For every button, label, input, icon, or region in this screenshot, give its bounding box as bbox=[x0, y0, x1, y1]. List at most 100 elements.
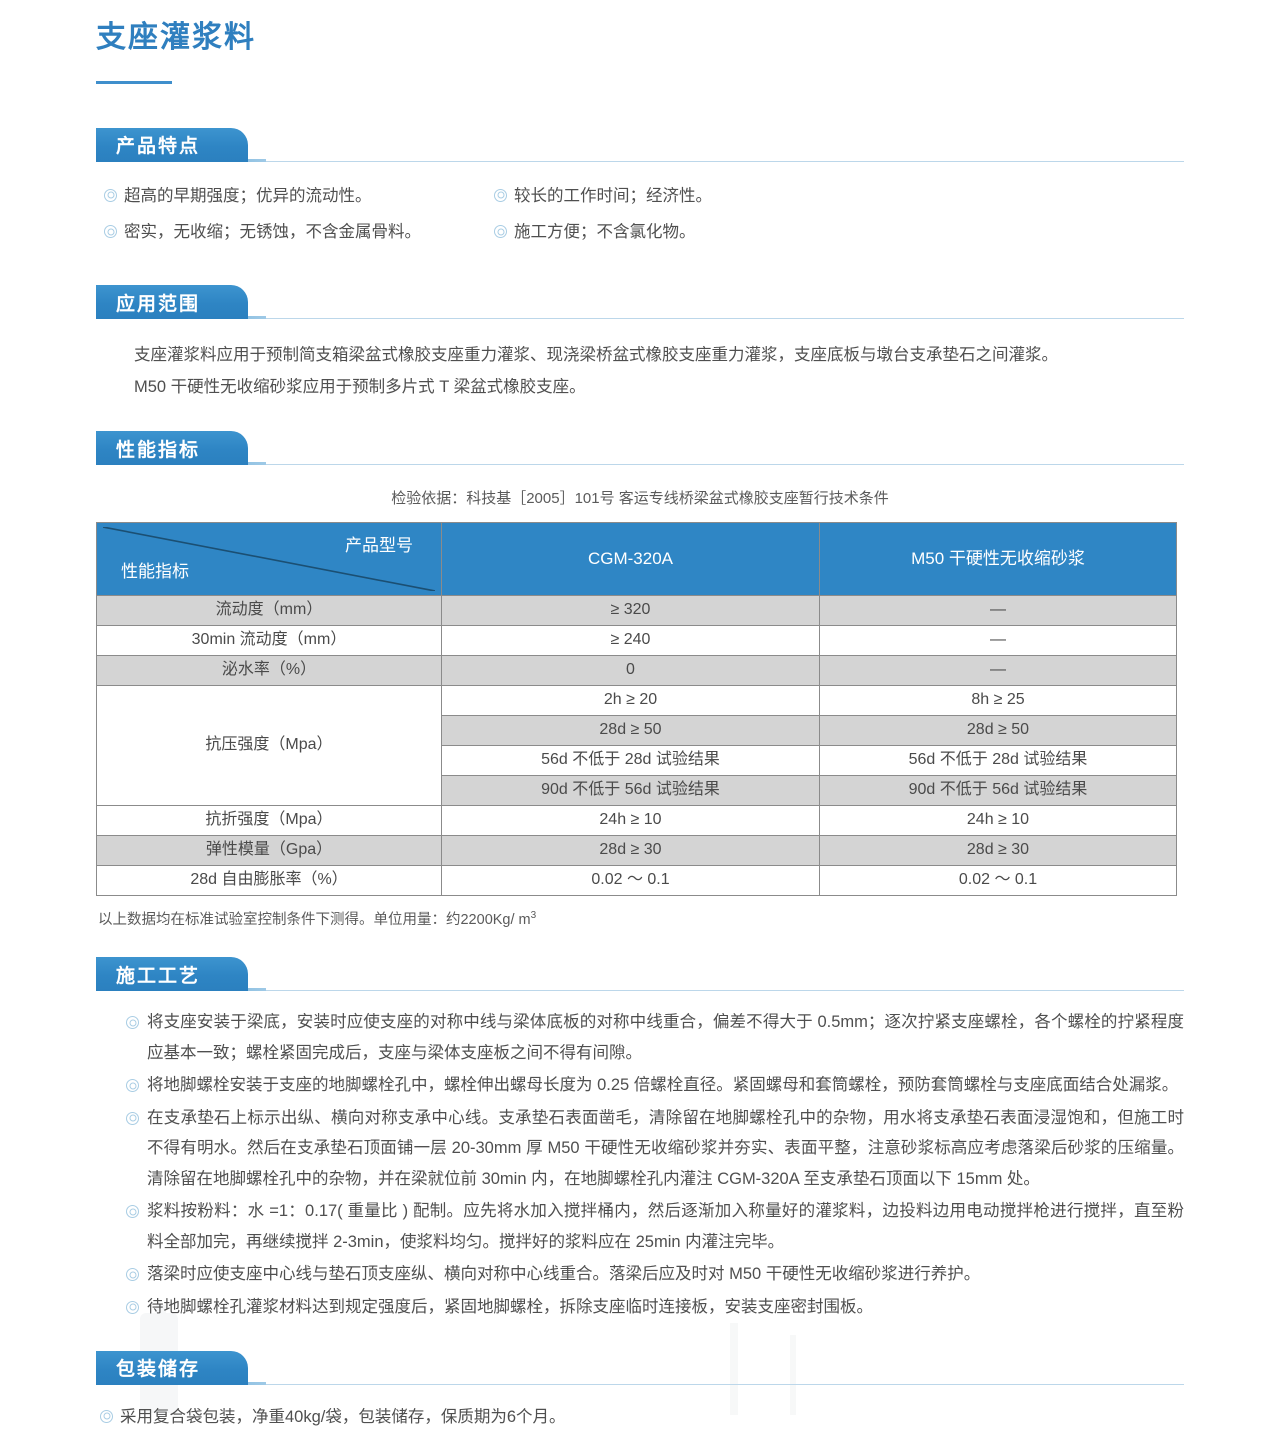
table-basis-caption: 检验依据：科技基［2005］101号 客运专线桥梁盆式橡胶支座暂行技术条件 bbox=[96, 465, 1184, 522]
list-item: 浆料按粉料：水 =1：0.17( 重量比 ) 配制。应先将水加入搅拌桶内，然后逐… bbox=[96, 1196, 1184, 1257]
section-header-packaging: 包装储存 bbox=[96, 1351, 1184, 1385]
feature-text: 施工方便；不含氯化物。 bbox=[514, 220, 696, 245]
section-features: 产品特点 超高的早期强度；优异的流动性。 较长的工作时间；经济性。 密实，无收缩… bbox=[96, 128, 1184, 246]
scope-paragraph: M50 干硬性无收缩砂浆应用于预制多片式 T 梁盆式橡胶支座。 bbox=[134, 371, 1184, 403]
section-packaging: 包装储存 采用复合袋包装，净重40kg/袋，包装储存，保质期为6个月。 bbox=[96, 1351, 1184, 1429]
list-item: 采用复合袋包装，净重40kg/袋，包装储存，保质期为6个月。 bbox=[96, 1385, 1184, 1429]
table-row: 28d 自由膨胀率（%） 0.02 ～ 0.1 0.02 ～ 0.1 bbox=[97, 866, 1177, 896]
table-row: 抗压强度（Mpa） 2h ≥ 20 8h ≥ 25 bbox=[97, 686, 1177, 716]
row-value-m50: 24h ≥ 10 bbox=[820, 806, 1177, 836]
table-footnote-text: 以上数据均在标准试验室控制条件下测得。单位用量：约2200Kg/ m bbox=[98, 912, 531, 928]
ring-bullet-icon bbox=[126, 1112, 139, 1125]
row-label: 28d 自由膨胀率（%） bbox=[97, 866, 442, 896]
feature-text: 密实，无收缩；无锈蚀，不含金属骨料。 bbox=[124, 220, 421, 245]
row-value-m50: — bbox=[820, 626, 1177, 656]
section-header-scope: 应用范围 bbox=[96, 285, 1184, 319]
step-text: 浆料按粉料：水 =1：0.17( 重量比 ) 配制。应先将水加入搅拌桶内，然后逐… bbox=[147, 1196, 1184, 1257]
step-text: 将支座安装于梁底，安装时应使支座的对称中线与梁体底板的对称中线重合，偏差不得大于… bbox=[147, 1007, 1184, 1068]
row-value-m50: 8h ≥ 25 bbox=[820, 686, 1177, 716]
list-item: 落梁时应使支座中心线与垫石顶支座纵、横向对称中心线重合。落梁后应及时对 M50 … bbox=[96, 1259, 1184, 1290]
scope-paragraph: 支座灌浆料应用于预制简支箱梁盆式橡胶支座重力灌浆、现浇梁桥盆式橡胶支座重力灌浆，… bbox=[134, 339, 1184, 371]
step-text: 落梁时应使支座中心线与垫石顶支座纵、横向对称中心线重合。落梁后应及时对 M50 … bbox=[147, 1259, 1184, 1290]
row-value-cgm: ≥ 320 bbox=[442, 596, 820, 626]
table-row: 弹性模量（Gpa） 28d ≥ 30 28d ≥ 30 bbox=[97, 836, 1177, 866]
scope-paragraphs: 支座灌浆料应用于预制简支箱梁盆式橡胶支座重力灌浆、现浇梁桥盆式橡胶支座重力灌浆，… bbox=[96, 319, 1184, 403]
section-tab-features: 产品特点 bbox=[96, 128, 248, 162]
table-row: 30min 流动度（mm） ≥ 240 — bbox=[97, 626, 1177, 656]
row-value-cgm: 24h ≥ 10 bbox=[442, 806, 820, 836]
ring-bullet-icon bbox=[104, 225, 117, 238]
row-value-cgm: 0 bbox=[442, 656, 820, 686]
row-value-m50: 90d 不低于 56d 试验结果 bbox=[820, 776, 1177, 806]
step-text: 在支承垫石上标示出纵、横向对称支承中心线。支承垫石表面凿毛，清除留在地脚螺栓孔中… bbox=[147, 1103, 1184, 1195]
ring-bullet-icon bbox=[494, 189, 507, 202]
ring-bullet-icon bbox=[104, 189, 117, 202]
row-value-cgm: ≥ 240 bbox=[442, 626, 820, 656]
performance-table: 产品型号 性能指标 CGM-320A M50 干硬性无收缩砂浆 流动度（mm） … bbox=[96, 522, 1177, 896]
ring-bullet-icon bbox=[126, 1079, 139, 1092]
table-row: 抗折强度（Mpa） 24h ≥ 10 24h ≥ 10 bbox=[97, 806, 1177, 836]
step-text: 待地脚螺栓孔灌浆材料达到规定强度后，紧固地脚螺栓，拆除支座临时连接板，安装支座密… bbox=[147, 1292, 1184, 1323]
section-scope: 应用范围 支座灌浆料应用于预制简支箱梁盆式橡胶支座重力灌浆、现浇梁桥盆式橡胶支座… bbox=[96, 285, 1184, 403]
feature-list: 超高的早期强度；优异的流动性。 较长的工作时间；经济性。 密实，无收缩；无锈蚀，… bbox=[96, 162, 1184, 246]
section-tab-scope: 应用范围 bbox=[96, 285, 248, 319]
row-value-cgm: 56d 不低于 28d 试验结果 bbox=[442, 746, 820, 776]
section-header-features: 产品特点 bbox=[96, 128, 1184, 162]
section-performance: 性能指标 检验依据：科技基［2005］101号 客运专线桥梁盆式橡胶支座暂行技术… bbox=[96, 431, 1184, 929]
header-performance-index-label: 性能指标 bbox=[121, 561, 189, 583]
section-tab-packaging: 包装储存 bbox=[96, 1351, 248, 1385]
table-header-row: 产品型号 性能指标 CGM-320A M50 干硬性无收缩砂浆 bbox=[97, 523, 1177, 596]
table-header-diagonal-cell: 产品型号 性能指标 bbox=[97, 523, 442, 596]
section-header-performance: 性能指标 bbox=[96, 431, 1184, 465]
ring-bullet-icon bbox=[126, 1205, 139, 1218]
list-item: 密实，无收缩；无锈蚀，不含金属骨料。 bbox=[104, 220, 494, 245]
row-value-cgm: 28d ≥ 50 bbox=[442, 716, 820, 746]
table-header-m50: M50 干硬性无收缩砂浆 bbox=[820, 523, 1177, 596]
table-header-cgm: CGM-320A bbox=[442, 523, 820, 596]
row-value-m50: 56d 不低于 28d 试验结果 bbox=[820, 746, 1177, 776]
ring-bullet-icon bbox=[126, 1268, 139, 1281]
row-label: 流动度（mm） bbox=[97, 596, 442, 626]
page-title: 支座灌浆料 bbox=[96, 0, 1184, 59]
ring-bullet-icon bbox=[126, 1016, 139, 1029]
row-label: 抗折强度（Mpa） bbox=[97, 806, 442, 836]
list-item: 施工方便；不含氯化物。 bbox=[494, 220, 1184, 245]
section-tab-performance: 性能指标 bbox=[96, 431, 248, 465]
table-footnote: 以上数据均在标准试验室控制条件下测得。单位用量：约2200Kg/ m3 bbox=[96, 896, 1184, 929]
row-value-m50: 28d ≥ 50 bbox=[820, 716, 1177, 746]
section-tab-process: 施工工艺 bbox=[96, 957, 248, 991]
list-item: 将支座安装于梁底，安装时应使支座的对称中线与梁体底板的对称中线重合，偏差不得大于… bbox=[96, 1007, 1184, 1068]
packaging-text: 采用复合袋包装，净重40kg/袋，包装储存，保质期为6个月。 bbox=[120, 1405, 566, 1429]
list-item: 待地脚螺栓孔灌浆材料达到规定强度后，紧固地脚螺栓，拆除支座临时连接板，安装支座密… bbox=[96, 1292, 1184, 1323]
table-footnote-exponent: 3 bbox=[531, 911, 537, 922]
row-value-m50: — bbox=[820, 656, 1177, 686]
header-product-model-label: 产品型号 bbox=[345, 535, 413, 557]
feature-text: 较长的工作时间；经济性。 bbox=[514, 184, 712, 209]
section-process: 施工工艺 将支座安装于梁底，安装时应使支座的对称中线与梁体底板的对称中线重合，偏… bbox=[96, 957, 1184, 1322]
ring-bullet-icon bbox=[494, 225, 507, 238]
row-label: 泌水率（%） bbox=[97, 656, 442, 686]
list-item: 超高的早期强度；优异的流动性。 bbox=[104, 184, 494, 209]
row-value-cgm: 0.02 ～ 0.1 bbox=[442, 866, 820, 896]
row-value-m50: — bbox=[820, 596, 1177, 626]
process-step-list: 将支座安装于梁底，安装时应使支座的对称中线与梁体底板的对称中线重合，偏差不得大于… bbox=[96, 991, 1184, 1322]
row-value-cgm: 90d 不低于 56d 试验结果 bbox=[442, 776, 820, 806]
row-value-m50: 0.02 ～ 0.1 bbox=[820, 866, 1177, 896]
table-row: 流动度（mm） ≥ 320 — bbox=[97, 596, 1177, 626]
table-row: 泌水率（%） 0 — bbox=[97, 656, 1177, 686]
feature-text: 超高的早期强度；优异的流动性。 bbox=[124, 184, 372, 209]
title-underline bbox=[96, 81, 172, 84]
ring-bullet-icon bbox=[100, 1410, 113, 1423]
ring-bullet-icon bbox=[126, 1301, 139, 1314]
section-header-process: 施工工艺 bbox=[96, 957, 1184, 991]
list-item: 在支承垫石上标示出纵、横向对称支承中心线。支承垫石表面凿毛，清除留在地脚螺栓孔中… bbox=[96, 1103, 1184, 1195]
row-label: 弹性模量（Gpa） bbox=[97, 836, 442, 866]
list-item: 较长的工作时间；经济性。 bbox=[494, 184, 1184, 209]
row-label: 30min 流动度（mm） bbox=[97, 626, 442, 656]
row-value-cgm: 2h ≥ 20 bbox=[442, 686, 820, 716]
row-value-cgm: 28d ≥ 30 bbox=[442, 836, 820, 866]
step-text: 将地脚螺栓安装于支座的地脚螺栓孔中，螺栓伸出螺母长度为 0.25 倍螺栓直径。紧… bbox=[147, 1070, 1184, 1101]
row-label-compressive-strength: 抗压强度（Mpa） bbox=[97, 686, 442, 806]
list-item: 将地脚螺栓安装于支座的地脚螺栓孔中，螺栓伸出螺母长度为 0.25 倍螺栓直径。紧… bbox=[96, 1070, 1184, 1101]
